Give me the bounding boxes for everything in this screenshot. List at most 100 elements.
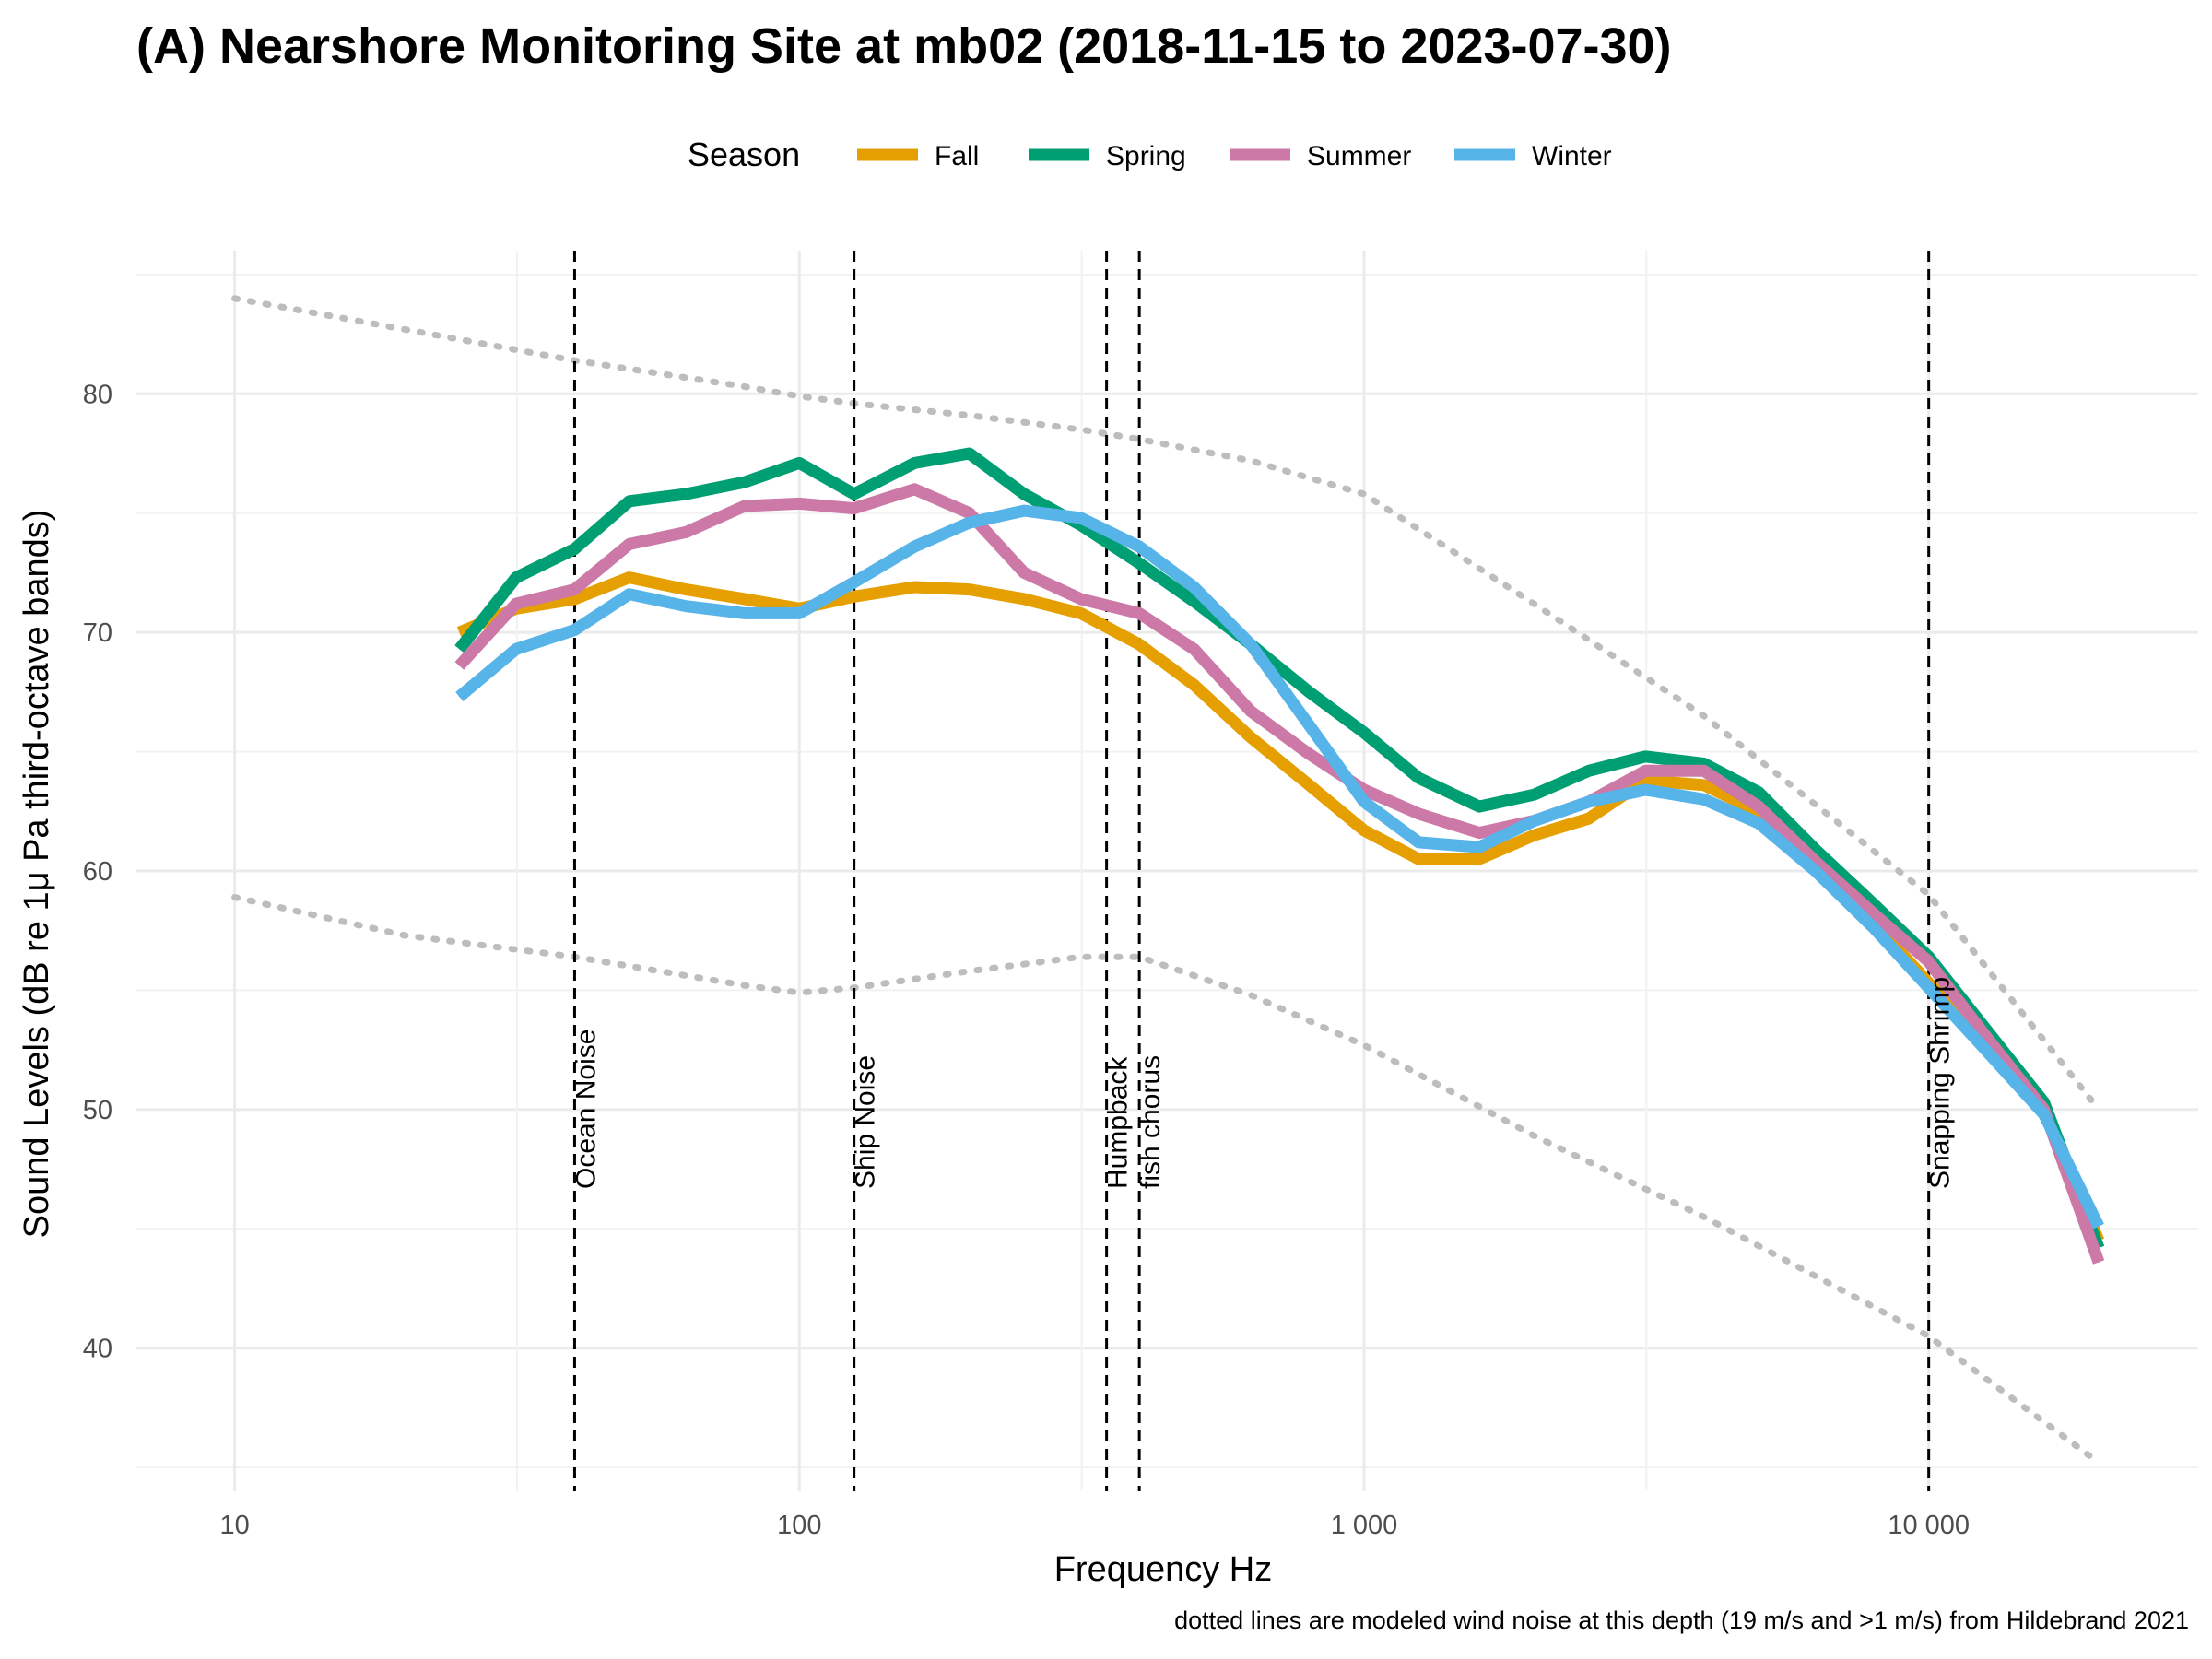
data-point-winter [1080, 517, 1082, 519]
data-point-summer [798, 502, 800, 504]
data-point-winter [1815, 870, 1817, 872]
data-point-summer [1928, 960, 1930, 962]
data-point-spring [853, 493, 855, 495]
y-tick-label: 50 [83, 1096, 112, 1125]
data-point-spring [1644, 756, 1646, 758]
x-tick-label: 10 [219, 1511, 249, 1540]
data-point-winter [1023, 510, 1025, 512]
data-point-winter [1873, 927, 1875, 929]
data-point-fall [1023, 598, 1025, 600]
series-line-summer [454, 483, 2105, 1265]
x-axis-title: Frequency Hz [1054, 1550, 1273, 1589]
chart-caption: dotted lines are modeled wind noise at t… [1174, 1606, 2189, 1634]
data-point-winter [1644, 789, 1646, 791]
legend: Season Fall Spring Summer Winter [688, 135, 1612, 173]
data-point-spring [1478, 806, 1480, 807]
legend-label-summer: Summer [1307, 141, 1411, 171]
legend-title: Season [688, 135, 800, 173]
data-point-fall [458, 631, 460, 633]
data-point-winter [798, 612, 800, 614]
data-point-summer [1815, 861, 1817, 863]
data-point-fall [1363, 830, 1365, 831]
y-tick-label: 70 [83, 618, 112, 648]
data-point-summer [515, 603, 517, 605]
data-point-spring [1873, 903, 1875, 905]
x-tick-label: 10 000 [1888, 1511, 1970, 1540]
annotation-label: Humpback [1103, 1056, 1134, 1189]
data-point-spring [573, 548, 575, 550]
series-points-winter [458, 510, 2100, 1228]
data-point-summer [458, 665, 460, 666]
data-point-fall [1138, 643, 1140, 645]
data-point-spring [685, 493, 687, 495]
data-point-fall [1703, 784, 1705, 786]
data-point-winter [1533, 820, 1535, 822]
data-point-winter [1703, 798, 1705, 800]
data-point-spring [1080, 524, 1082, 526]
data-point-winter [744, 612, 746, 614]
data-point-spring [798, 462, 800, 464]
y-tick-label: 60 [83, 857, 112, 887]
data-point-winter [1588, 801, 1590, 803]
data-point-fall [969, 589, 971, 591]
data-point-winter [1363, 801, 1365, 803]
y-tick-label: 40 [83, 1335, 112, 1364]
data-point-summer [744, 505, 746, 507]
data-point-fall [1250, 736, 1252, 738]
data-point-winter [1928, 987, 1930, 989]
data-point-spring [1023, 493, 1025, 495]
data-point-summer [913, 488, 915, 490]
wind-noise-upper-line [231, 295, 2102, 1113]
data-point-summer [1873, 913, 1875, 915]
data-point-spring [1309, 691, 1311, 693]
data-point-summer [1418, 813, 1419, 815]
annotation-label: Ocean Noise [571, 1030, 601, 1189]
data-point-winter [515, 648, 517, 650]
y-axis-title: Sound Levels (dB re 1μ Pa third-octave b… [18, 510, 56, 1239]
data-point-spring [969, 453, 971, 454]
x-tick-label: 100 [777, 1511, 821, 1540]
annotation-label: Snapping Shrimp [1925, 977, 1956, 1189]
data-point-winter [1478, 846, 1480, 848]
legend-label-winter: Winter [1532, 141, 1612, 171]
data-point-winter [573, 629, 575, 631]
data-point-winter [2043, 1113, 2045, 1115]
annotation-lines [572, 251, 1931, 1491]
data-point-summer [969, 512, 971, 514]
data-point-spring [1815, 849, 1817, 851]
data-point-summer [1309, 753, 1311, 755]
data-point-fall [685, 589, 687, 591]
data-point-spring [744, 481, 746, 483]
data-point-fall [744, 598, 746, 600]
data-point-summer [1478, 832, 1480, 834]
data-point-spring [1418, 777, 1419, 779]
data-point-spring [1363, 732, 1365, 734]
data-point-fall [1644, 780, 1646, 782]
legend-label-fall: Fall [935, 141, 979, 171]
series-line-spring [454, 447, 2105, 1251]
data-point-spring [1138, 562, 1140, 564]
data-point-summer [685, 531, 687, 533]
data-point-spring [458, 648, 460, 650]
series-lines [454, 447, 2105, 1265]
data-point-spring [1703, 763, 1705, 764]
axis-ticks: 10 100 1 000 10 000 40 50 60 70 80 [83, 380, 1970, 1540]
data-point-winter [1309, 724, 1311, 726]
data-point-winter [1418, 841, 1419, 843]
data-point-summer [1080, 598, 1082, 600]
data-point-fall [1080, 612, 1082, 614]
x-tick-label: 1 000 [1331, 1511, 1398, 1540]
wind-noise-reference-lines [231, 295, 2102, 1466]
chart-title: (A) Nearshore Monitoring Site at mb02 (2… [136, 18, 1672, 74]
data-point-summer [2098, 1262, 2100, 1263]
annotation-label: fish chorus [1135, 1055, 1166, 1189]
data-point-summer [1250, 711, 1252, 712]
data-point-summer [1983, 1032, 1984, 1034]
data-point-winter [1983, 1047, 1984, 1048]
data-point-fall [573, 598, 575, 600]
data-point-winter [458, 696, 460, 698]
data-point-fall [1533, 834, 1535, 836]
data-point-summer [853, 508, 855, 510]
legend-label-spring: Spring [1106, 141, 1186, 171]
